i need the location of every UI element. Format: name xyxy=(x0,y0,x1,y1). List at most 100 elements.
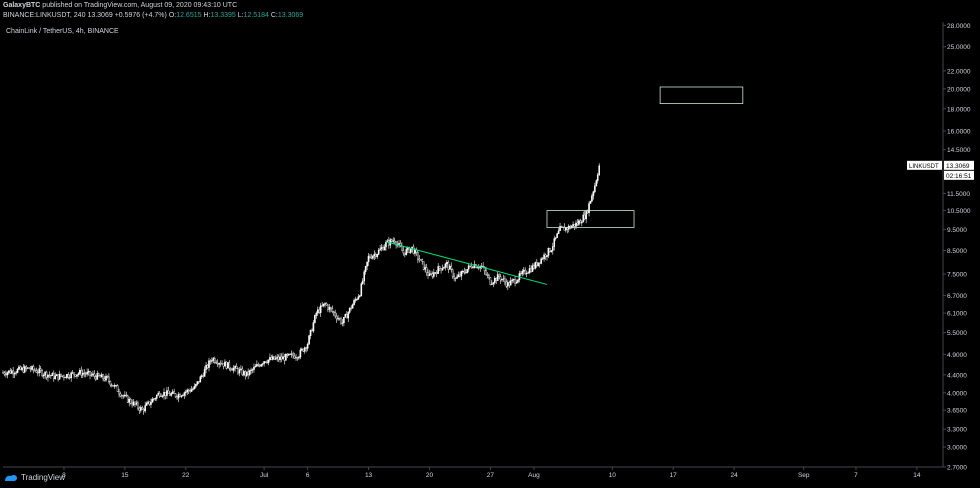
candle xyxy=(240,365,242,371)
candle xyxy=(80,366,83,378)
candle xyxy=(5,370,7,378)
candle xyxy=(41,369,43,378)
candle xyxy=(447,260,450,274)
author-name[interactable]: GalaxyBTC xyxy=(3,2,41,9)
candle xyxy=(187,388,190,394)
candle xyxy=(73,372,75,379)
candle xyxy=(151,397,154,403)
candle xyxy=(90,372,93,377)
high-value: 13.3395 xyxy=(210,12,236,19)
candle xyxy=(359,294,361,298)
candle xyxy=(234,364,236,372)
price-tick-label: 25.0000 xyxy=(947,44,971,51)
candle xyxy=(243,370,245,377)
candle xyxy=(219,360,222,367)
candle xyxy=(592,190,595,200)
candle xyxy=(517,279,519,284)
candle xyxy=(501,278,503,282)
candle xyxy=(134,401,136,408)
candle xyxy=(203,366,206,377)
price-tick-label: 6.1000 xyxy=(947,311,967,318)
time-tick-label: Jul xyxy=(260,472,269,479)
candle xyxy=(206,363,209,370)
candle xyxy=(202,372,204,379)
candle xyxy=(596,172,599,184)
candle xyxy=(547,247,550,258)
candle xyxy=(360,281,363,297)
candle xyxy=(443,266,445,269)
candle xyxy=(32,364,35,374)
candle xyxy=(353,298,355,306)
candle xyxy=(511,278,513,284)
candle xyxy=(125,391,128,398)
candle xyxy=(186,388,189,396)
candle xyxy=(305,346,307,353)
candle xyxy=(433,268,435,279)
candle xyxy=(95,374,97,382)
price-tick-label: 3.0000 xyxy=(947,445,967,452)
candle xyxy=(473,260,476,269)
candle xyxy=(514,276,516,287)
candle xyxy=(50,374,52,380)
candle xyxy=(357,294,360,300)
candle xyxy=(158,391,161,399)
candle xyxy=(580,220,583,227)
candle xyxy=(109,380,112,387)
candle xyxy=(279,353,281,363)
candle xyxy=(550,249,553,253)
candle xyxy=(330,306,332,313)
candle xyxy=(108,373,110,384)
price-tick-label: 2.7000 xyxy=(947,465,967,472)
candle xyxy=(126,394,129,403)
candle xyxy=(434,272,437,275)
candle xyxy=(515,279,518,284)
candle xyxy=(170,391,173,397)
candle xyxy=(92,370,94,377)
candle xyxy=(192,386,194,391)
candle xyxy=(489,277,492,286)
candle xyxy=(6,371,9,379)
chart-title: ChainLink / TetherUS, 4h, BINANCE xyxy=(6,28,119,35)
last-price-tag xyxy=(944,160,974,170)
price-tick-label: 18.0000 xyxy=(947,106,971,113)
candle xyxy=(344,313,347,318)
candle xyxy=(373,250,376,261)
candle xyxy=(338,317,341,321)
candle xyxy=(380,244,383,252)
price-tick-label: 20.0000 xyxy=(947,86,971,93)
candle xyxy=(195,383,197,389)
candle xyxy=(309,329,312,340)
candle xyxy=(463,267,466,275)
candle xyxy=(527,271,529,274)
candle xyxy=(253,363,255,373)
candle xyxy=(182,394,184,397)
candle xyxy=(499,273,502,284)
candle xyxy=(382,244,384,251)
candle xyxy=(496,271,499,281)
candle xyxy=(588,201,590,217)
candle xyxy=(285,353,287,361)
candle xyxy=(224,359,226,367)
candle xyxy=(301,347,303,352)
candle xyxy=(179,392,181,398)
candle xyxy=(19,365,22,371)
candle xyxy=(576,219,579,227)
candle xyxy=(238,367,241,377)
trendline xyxy=(385,241,548,285)
candle xyxy=(538,262,541,268)
candle xyxy=(419,259,422,261)
candle xyxy=(350,305,352,311)
candle xyxy=(35,367,38,374)
candle xyxy=(531,263,534,273)
candle xyxy=(332,310,335,317)
candle xyxy=(44,370,46,380)
candle xyxy=(247,368,249,379)
candle xyxy=(491,280,493,286)
candle xyxy=(537,262,540,267)
candle xyxy=(367,253,370,266)
candle xyxy=(244,370,247,380)
candle xyxy=(270,354,273,361)
candle xyxy=(522,266,525,276)
tradingview-logo[interactable]: TradingView xyxy=(4,473,65,482)
